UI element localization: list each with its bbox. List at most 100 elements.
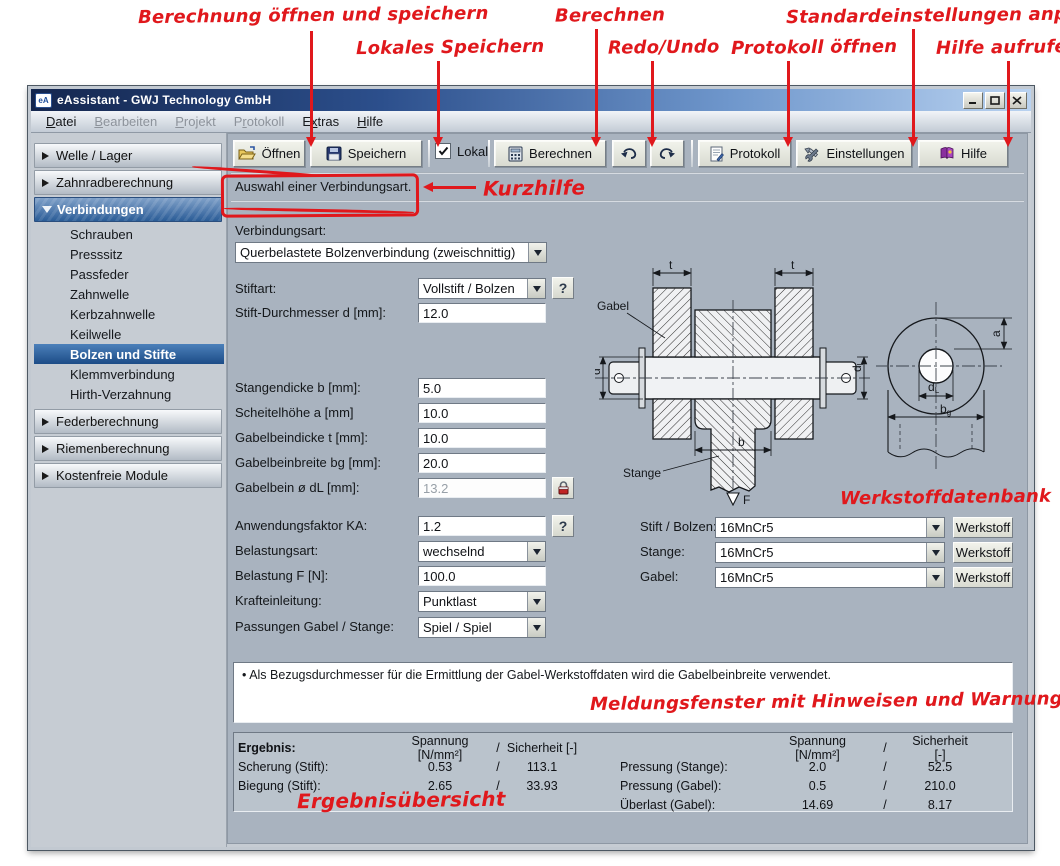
material-stift-werkstoff-button[interactable]: Werkstoff bbox=[953, 517, 1013, 538]
result-row-label: Überlast (Gabel): bbox=[620, 797, 716, 812]
stiftart-help-button[interactable]: ? bbox=[552, 277, 574, 299]
krafteinleitung-value: Punktlast bbox=[423, 594, 477, 609]
material-stift-select[interactable]: 16MnCr5 bbox=[715, 517, 945, 538]
stangendicke-input[interactable] bbox=[418, 378, 546, 398]
sidebar-item-schrauben[interactable]: Schrauben bbox=[34, 224, 224, 244]
anwendungsfaktor-input[interactable] bbox=[418, 516, 546, 536]
chevron-down-icon[interactable] bbox=[527, 279, 545, 298]
gabelbein-dl-lock-button[interactable] bbox=[552, 477, 574, 499]
chevron-down-icon bbox=[42, 206, 52, 213]
sidebar-item-bolzen-und-stifte[interactable]: Bolzen und Stifte bbox=[34, 344, 224, 364]
result-safety: 210.0 bbox=[924, 778, 956, 793]
scheitelhoehe-input[interactable] bbox=[418, 403, 546, 423]
belastungsart-select[interactable]: wechselnd bbox=[418, 541, 546, 562]
calculate-button[interactable]: Berechnen bbox=[494, 140, 606, 167]
sidebar-section-riemenberechnung[interactable]: Riemenberechnung bbox=[34, 436, 222, 461]
gabelbeinbreite-input[interactable] bbox=[418, 453, 546, 473]
gabel-label: Gabel bbox=[597, 299, 629, 313]
protocol-document-icon bbox=[710, 146, 724, 161]
dim-dl-label: dL bbox=[928, 380, 940, 395]
stift-durchmesser-input[interactable] bbox=[418, 303, 546, 323]
material-stange-select[interactable]: 16MnCr5 bbox=[715, 542, 945, 563]
sidebar: Welle / Lager Zahnradberechnung Verbindu… bbox=[31, 133, 227, 847]
sidebar-item-klemmverbindung[interactable]: Klemmverbindung bbox=[34, 364, 224, 384]
stange-label: Stange bbox=[623, 466, 661, 480]
result-safety: 8.17 bbox=[927, 797, 953, 812]
sidebar-item-label: Schrauben bbox=[70, 226, 133, 242]
sidebar-item-keilwelle[interactable]: Keilwelle bbox=[34, 324, 224, 344]
sidebar-section-verbindungen[interactable]: Verbindungen bbox=[34, 197, 222, 222]
clevis-joint-section-drawing: t t Gabel d dL b Stange bbox=[595, 258, 870, 506]
protocol-button[interactable]: Protokoll bbox=[698, 140, 791, 167]
chevron-right-icon bbox=[42, 471, 49, 480]
gabelbein-dl-label: Gabelbein ø dL [mm]: bbox=[235, 480, 360, 495]
results-left-table: Ergebnis: Spannung [N/mm²] / Sicherheit … bbox=[238, 734, 578, 795]
dim-a-label: a bbox=[989, 330, 1003, 337]
connection-type-select[interactable]: Querbelastete Bolzenverbindung (zweischn… bbox=[235, 242, 547, 263]
gabelbein-dl-input bbox=[418, 478, 546, 498]
belastung-f-input[interactable] bbox=[418, 566, 546, 586]
result-row-label: Pressung (Gabel): bbox=[620, 778, 722, 793]
sidebar-section-zahnradberechnung[interactable]: Zahnradberechnung bbox=[34, 170, 222, 195]
chevron-down-icon[interactable] bbox=[527, 618, 545, 637]
material-stange-label: Stange: bbox=[640, 544, 685, 559]
material-stift-value: 16MnCr5 bbox=[720, 520, 774, 535]
result-stress: 2.65 bbox=[427, 778, 453, 793]
chevron-down-icon[interactable] bbox=[926, 543, 944, 562]
stangendicke-label: Stangendicke b [mm]: bbox=[235, 380, 361, 395]
gabelbeindicke-input[interactable] bbox=[418, 428, 546, 448]
local-checkbox-group[interactable]: Lokal bbox=[435, 143, 488, 159]
sidebar-section-federberechnung[interactable]: Federberechnung bbox=[34, 409, 222, 434]
stift-durchmesser-label: Stift-Durchmesser d [mm]: bbox=[235, 305, 386, 320]
sidebar-section-welle-lager[interactable]: Welle / Lager bbox=[34, 143, 222, 168]
open-button[interactable]: Öffnen bbox=[233, 140, 305, 167]
stress-header: Spannung [N/mm²] bbox=[788, 733, 846, 762]
sidebar-item-label: Bolzen und Stifte bbox=[70, 346, 177, 362]
menu-datei[interactable]: Datei bbox=[46, 114, 77, 129]
sidebar-section-label: Federberechnung bbox=[56, 414, 159, 429]
annotation-calculate: Berechnen bbox=[554, 4, 666, 27]
sidebar-section-kostenfreie-module[interactable]: Kostenfreie Module bbox=[34, 463, 222, 488]
help-button[interactable]: Hilfe bbox=[918, 140, 1008, 167]
anwendungsfaktor-help-button[interactable]: ? bbox=[552, 515, 574, 537]
sidebar-item-zahnwelle[interactable]: Zahnwelle bbox=[34, 284, 224, 304]
sidebar-item-passfeder[interactable]: Passfeder bbox=[34, 264, 224, 284]
sidebar-item-presssitz[interactable]: Presssitz bbox=[34, 244, 224, 264]
sidebar-item-kerbzahnwelle[interactable]: Kerbzahnwelle bbox=[34, 304, 224, 324]
maximize-button[interactable] bbox=[985, 91, 1005, 109]
quick-help-text: Auswahl einer Verbindungsart. bbox=[235, 179, 412, 194]
chevron-down-icon[interactable] bbox=[926, 518, 944, 537]
material-gabel-werkstoff-button[interactable]: Werkstoff bbox=[953, 567, 1013, 588]
sidebar-item-label: Hirth-Verzahnung bbox=[70, 386, 172, 402]
stiftart-select[interactable]: Vollstift / Bolzen bbox=[418, 278, 546, 299]
chevron-down-icon[interactable] bbox=[527, 542, 545, 561]
settings-button[interactable]: Einstellungen bbox=[796, 140, 912, 167]
minimize-button[interactable] bbox=[963, 91, 983, 109]
material-stift-label: Stift / Bolzen: bbox=[640, 519, 717, 534]
passungen-select[interactable]: Spiel / Spiel bbox=[418, 617, 546, 638]
annotation-local-save: Lokales Speichern bbox=[355, 35, 545, 60]
krafteinleitung-select[interactable]: Punktlast bbox=[418, 591, 546, 612]
sidebar-item-hirth-verzahnung[interactable]: Hirth-Verzahnung bbox=[34, 384, 224, 404]
results-title: Ergebnis: bbox=[238, 740, 296, 755]
menu-hilfe[interactable]: Hilfe bbox=[357, 114, 384, 129]
material-stange-werkstoff-button[interactable]: Werkstoff bbox=[953, 542, 1013, 563]
passungen-value: Spiel / Spiel bbox=[423, 620, 492, 635]
separator bbox=[231, 172, 1024, 174]
force-f-label: F bbox=[743, 493, 750, 506]
undo-button[interactable] bbox=[612, 140, 646, 167]
chevron-down-icon[interactable] bbox=[926, 568, 944, 587]
safety-header: Sicherheit [-] bbox=[912, 733, 968, 762]
chevron-down-icon[interactable] bbox=[527, 592, 545, 611]
material-gabel-select[interactable]: 16MnCr5 bbox=[715, 567, 945, 588]
menu-extras[interactable]: Extras bbox=[302, 114, 340, 129]
local-checkbox[interactable] bbox=[435, 143, 451, 159]
menubar: Datei Bearbeiten Projekt Protokoll Extra… bbox=[31, 111, 1031, 133]
chevron-down-icon[interactable] bbox=[528, 243, 546, 262]
sidebar-section-label: Kostenfreie Module bbox=[56, 468, 169, 483]
close-button[interactable] bbox=[1007, 91, 1027, 109]
annotation-open-save: Berechnung öffnen und speichern bbox=[137, 2, 489, 29]
sidebar-item-label: Klemmverbindung bbox=[70, 366, 175, 382]
save-button[interactable]: Speichern bbox=[310, 140, 422, 167]
material-gabel-label: Gabel: bbox=[640, 569, 679, 584]
